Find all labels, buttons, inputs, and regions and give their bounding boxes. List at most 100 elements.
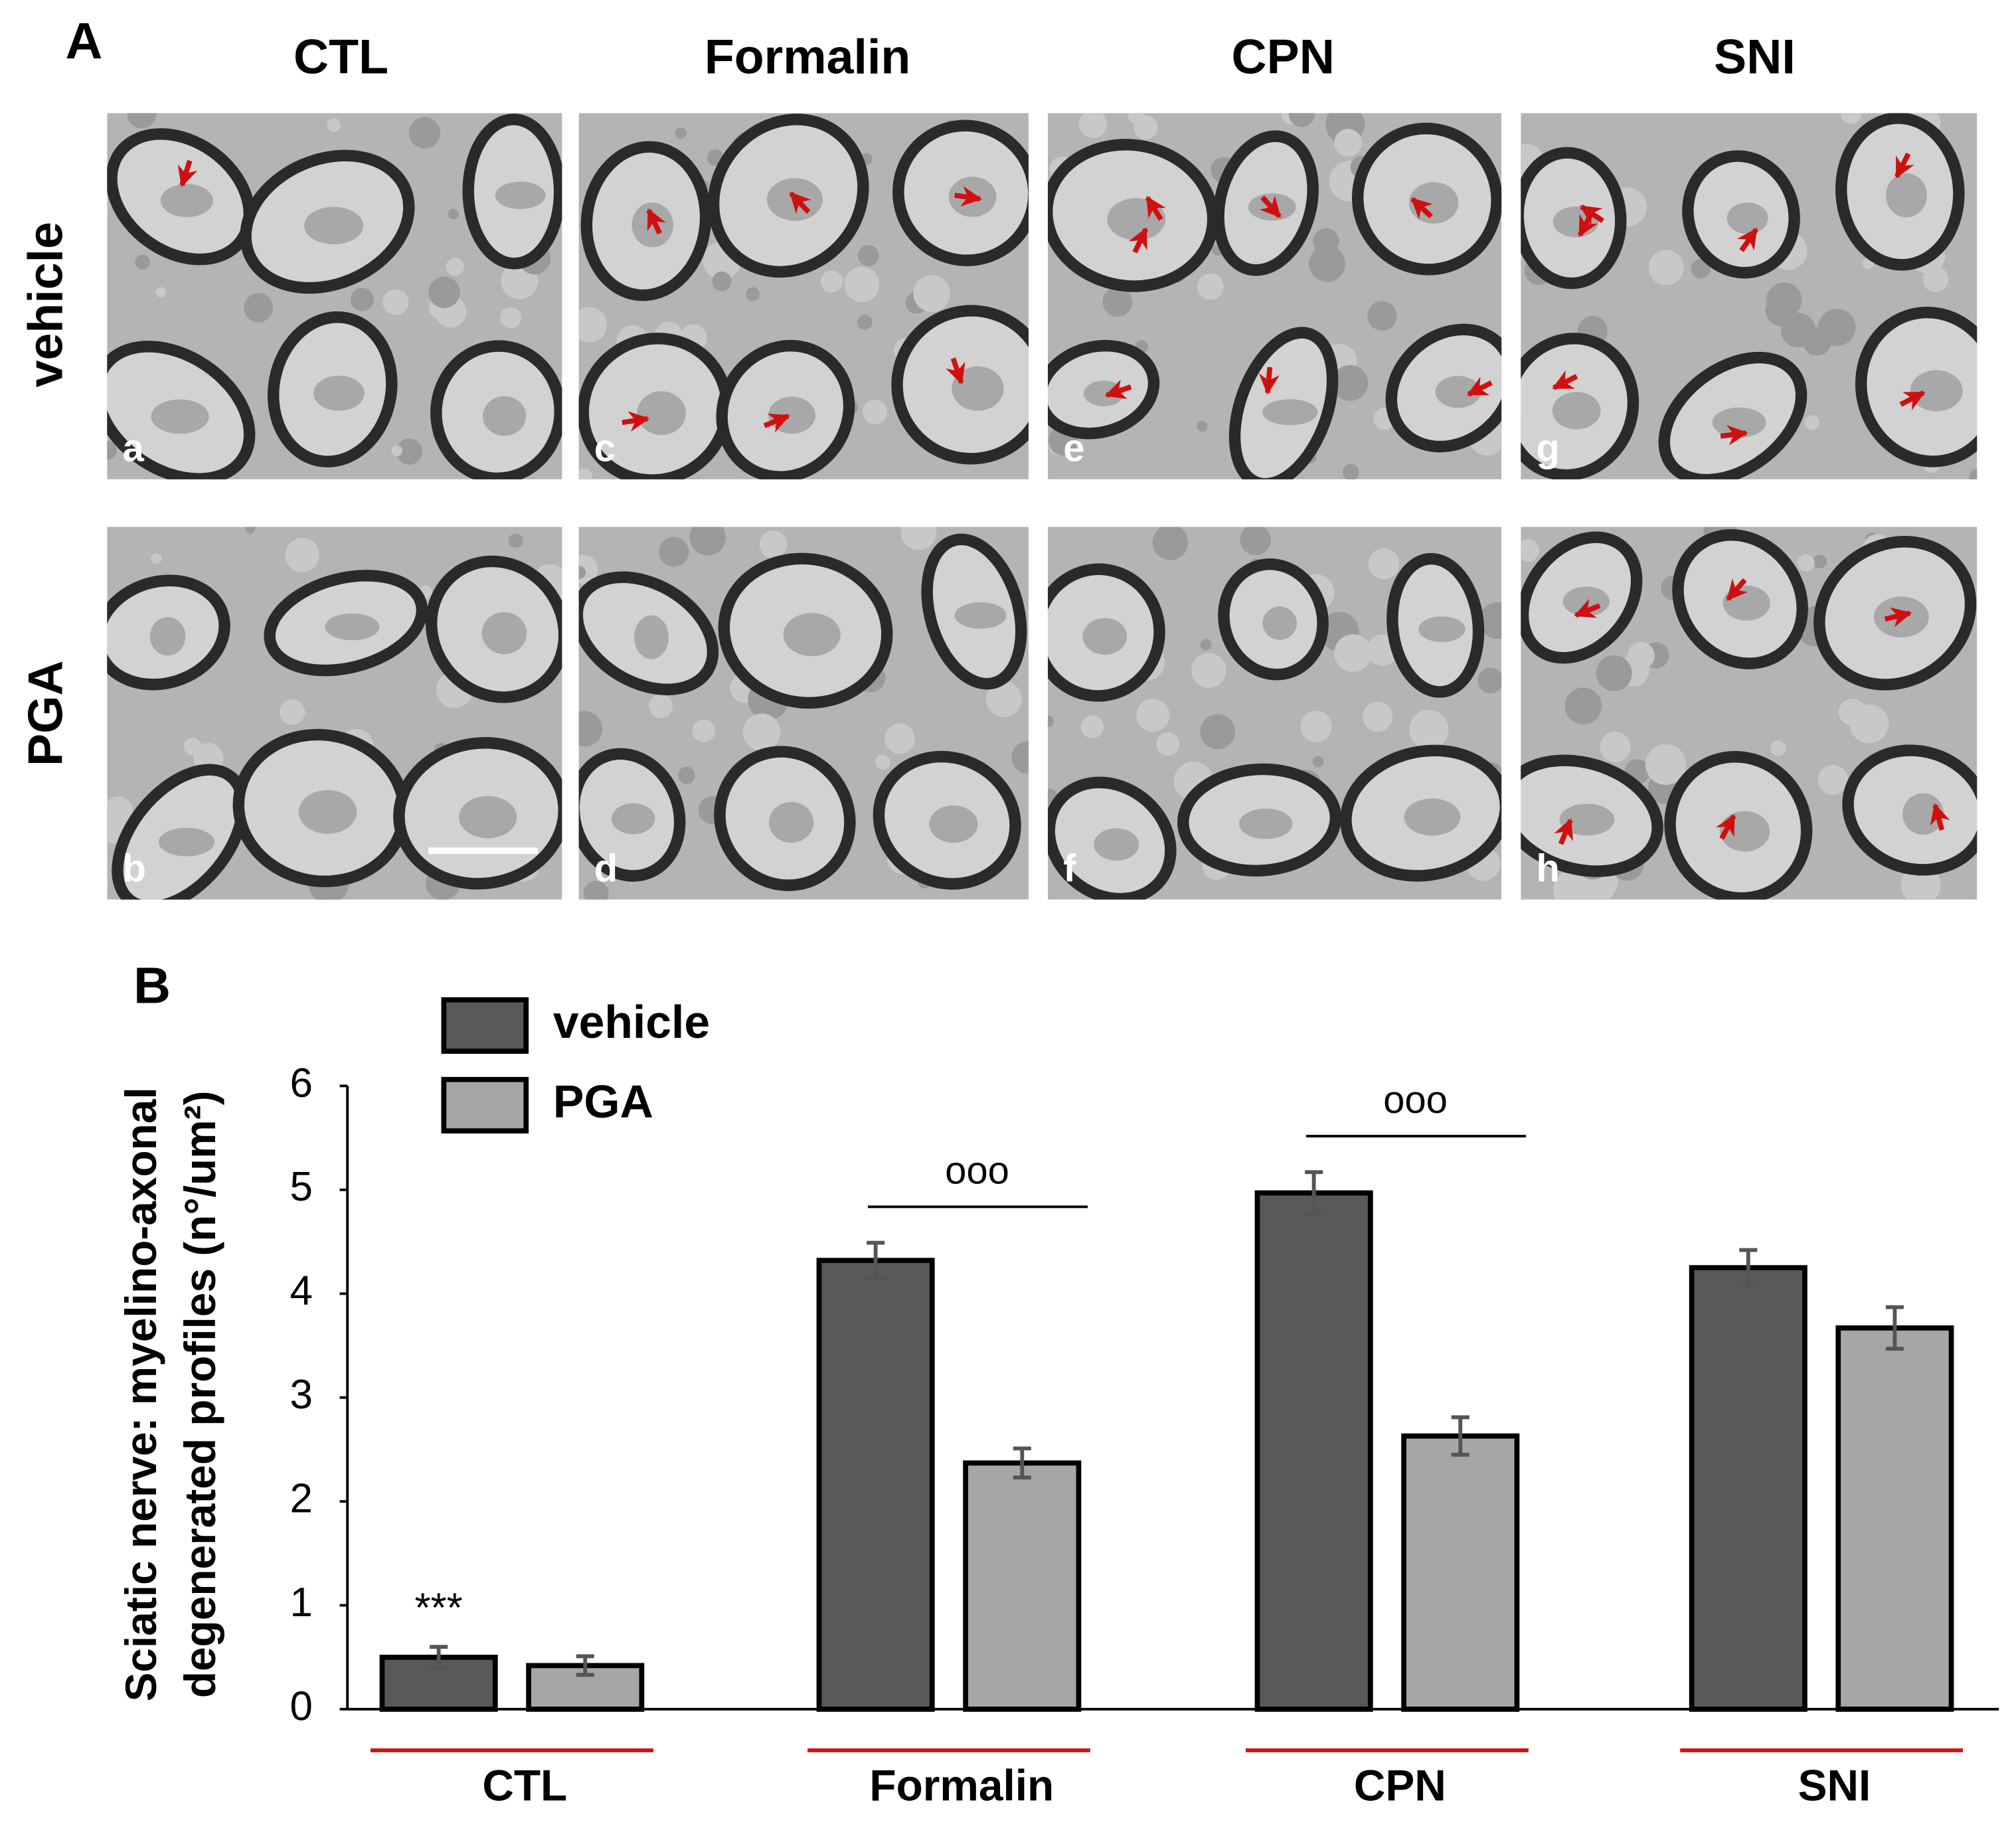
axoplasm [1726,202,1768,234]
texture [1839,699,1866,726]
y-axis-label: degenerated profiles (n°/um²) [175,1091,224,1699]
texture [127,113,157,129]
arrow [1259,195,1282,218]
texture [1362,701,1393,732]
axoplasm [459,795,517,839]
texture [1156,732,1180,756]
error-bar [576,1654,594,1677]
arrow [946,357,966,385]
row-label: PGA [18,660,73,766]
texture [1334,634,1373,672]
axoplasm [483,396,527,436]
panel-sub-letter: d [594,847,618,890]
texture [678,766,695,784]
texture [135,254,150,270]
texture [448,208,459,220]
arrow [1552,370,1578,390]
texture [1596,655,1632,691]
texture [1600,731,1631,763]
micrograph [1521,113,1977,479]
texture [1648,250,1684,286]
error-bar [1013,1446,1031,1480]
axoplasm [495,181,546,209]
texture [1798,554,1815,572]
error-bar [1739,1248,1758,1288]
axoplasm [1094,828,1139,861]
texture [155,287,167,297]
texture [350,288,374,311]
bar-chart: 0 1 2 3 4 5 6 Sciatic nerve: myelino-axonal dege… [116,996,1999,1809]
x-tick-label: SNI [1798,1760,1871,1809]
annotation: *** [414,1585,462,1631]
texture [844,266,880,302]
panel-letter: B [133,957,171,1015]
texture [1477,667,1502,694]
texture [857,314,873,330]
texture [382,289,409,315]
arrow [1554,818,1573,845]
arrow [1899,390,1926,410]
texture [884,723,915,754]
y-axis-label: Sciatic nerve: myelino-axonal [116,1087,165,1701]
micrograph [1521,527,1977,900]
axoplasm [1910,370,1963,412]
texture [689,527,726,556]
texture [1564,687,1602,724]
texture [1841,113,1862,124]
micrograph [578,527,1029,900]
error-bar [867,1240,885,1280]
bar [1254,1190,1373,1712]
texture [1080,715,1104,738]
panel-sub-letter: f [1063,847,1076,890]
texture [1802,327,1831,356]
arrow [1574,598,1601,618]
texture [244,527,256,534]
y-tick-label: 4 [290,1268,312,1314]
texture [1288,113,1315,127]
texture [1691,258,1711,279]
texture [1240,527,1271,556]
micrograph [107,113,562,479]
axoplasm [298,790,357,834]
axoplasm [1552,392,1601,430]
y-tick-label: 5 [290,1164,312,1210]
micrograph [578,113,1029,479]
texture [692,719,715,742]
axoplasm [783,613,841,657]
texture [649,694,673,718]
arrow [1580,204,1604,226]
texture [1152,527,1189,560]
texture [1645,744,1687,786]
arrow [954,186,983,207]
axoplasm [634,615,669,659]
arrow [646,208,666,235]
axoplasm [304,207,364,244]
texture [1969,469,1977,479]
texture [858,245,879,266]
texture [578,468,592,479]
texture [408,117,441,149]
texture [1300,710,1332,742]
texture [578,566,586,579]
axoplasm [151,399,209,434]
bar [1689,1265,1807,1712]
texture [107,440,117,460]
axoplasm [1418,616,1466,642]
texture [863,399,888,424]
texture [578,307,607,343]
axoplasm [954,602,1007,629]
texture [1770,740,1786,756]
x-tick-label: CPN [1354,1760,1446,1809]
arrow [1104,379,1132,399]
texture [1332,365,1369,401]
micrograph [1047,113,1502,479]
arrow [622,411,650,432]
texture [985,681,1022,718]
y-tick-label: 1 [290,1580,312,1625]
legend-swatch [441,997,529,1054]
axoplasm [929,805,978,843]
axoplasm [158,827,214,857]
texture [288,541,305,558]
texture [1367,301,1397,331]
